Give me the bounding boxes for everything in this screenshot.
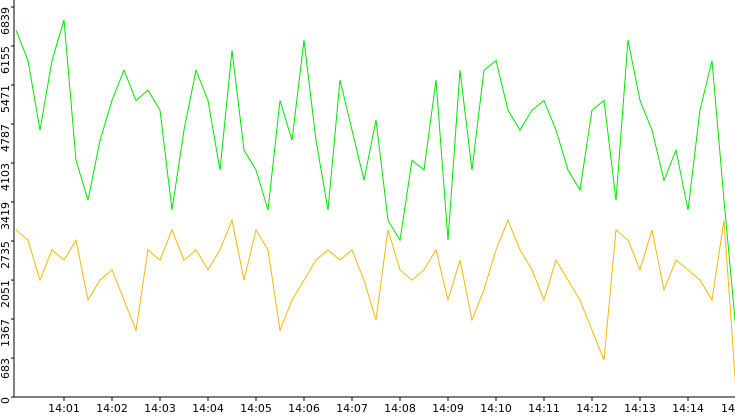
y-tick-label: 4787 (0, 124, 12, 152)
y-tick-label: 6155 (0, 46, 12, 74)
x-tick-label: 14:08 (384, 402, 416, 415)
y-tick-label: 1367 (0, 319, 12, 347)
x-tick-label: 14:02 (96, 402, 128, 415)
y-tick-label: 4103 (0, 163, 12, 191)
y-tick-label: 2051 (0, 280, 12, 308)
series-line (15, 218, 735, 384)
y-tick-label: 5471 (0, 85, 12, 113)
x-tick-label: 14:07 (336, 402, 368, 415)
y-tick-label: 0 (0, 397, 12, 404)
x-tick-label: 14:05 (240, 402, 272, 415)
y-tick-label: 3419 (0, 202, 12, 230)
series-line (15, 19, 735, 325)
y-tick-label: 6839 (0, 7, 12, 35)
x-tick-label: 14:10 (480, 402, 512, 415)
y-tick-label: 683 (0, 358, 12, 379)
x-tick-label: 14:14 (672, 402, 704, 415)
x-tick-label: 14:11 (528, 402, 560, 415)
x-tick-label: 14 (721, 402, 735, 415)
x-tick-label: 14:03 (144, 402, 176, 415)
x-tick-label: 14:09 (432, 402, 464, 415)
x-tick-label: 14:12 (576, 402, 608, 415)
x-tick-label: 14:06 (288, 402, 320, 415)
y-tick-label: 2735 (0, 241, 12, 269)
x-tick-label: 14:04 (192, 402, 224, 415)
x-tick-label: 14:13 (624, 402, 656, 415)
x-tick-label: 14:01 (48, 402, 80, 415)
